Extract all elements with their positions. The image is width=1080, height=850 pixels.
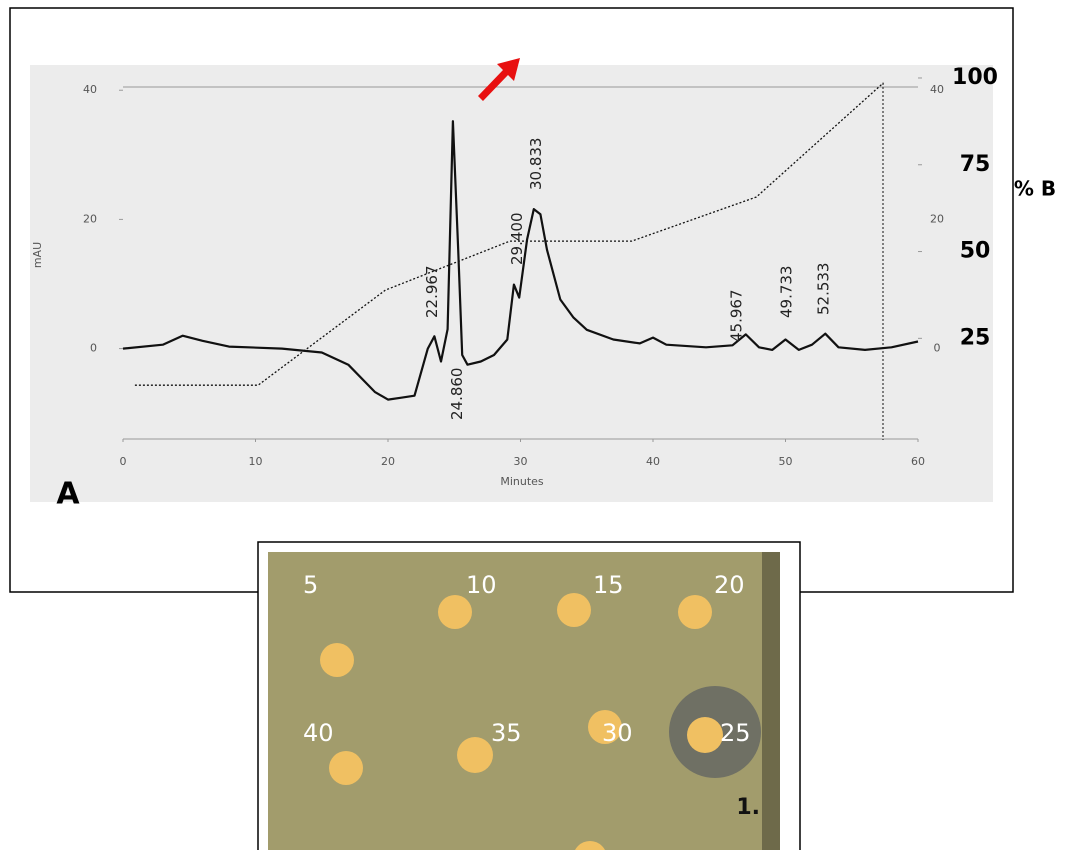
plate-label: 25 [720, 719, 751, 747]
x-tick-label: 50 [779, 455, 793, 468]
x-tick-label: 40 [646, 455, 660, 468]
peak-label: 22.967 [423, 266, 441, 319]
x-tick-label: 0 [120, 455, 127, 468]
x-axis-label: Minutes [500, 475, 544, 488]
y-tick-label-right: 0 [934, 342, 941, 355]
y-tick-label: 20 [83, 212, 97, 225]
plate-label: 35 [491, 719, 522, 747]
colony [438, 595, 472, 629]
page: Minutes mAU % B A 0 10 20 30 40 50 60 0 0 20 20 40 4… [0, 0, 1080, 850]
colony [457, 737, 493, 773]
x-tick-label: 20 [381, 455, 395, 468]
colony [678, 595, 712, 629]
x-tick-label: 10 [249, 455, 263, 468]
peak-label: 30.833 [527, 138, 545, 191]
plate-label: 5 [303, 571, 318, 599]
plate-label: 30 [602, 719, 633, 747]
peak-label: 52.533 [815, 263, 833, 316]
y2-tick-label: 50 [960, 239, 991, 264]
y2-tick-label: 75 [960, 152, 991, 177]
y-tick-label: 40 [83, 83, 97, 96]
peak-label: 24.860 [448, 368, 466, 421]
panel-label: A [56, 477, 80, 512]
y2-tick-label: 100 [952, 65, 998, 90]
x-tick-label: 60 [911, 455, 925, 468]
y2-axis-label: % B [1014, 177, 1056, 201]
figure: Minutes mAU % B A 0 10 20 30 40 50 60 0 0 20 20 40 4… [0, 0, 1080, 850]
peak-label: 49.733 [777, 266, 795, 319]
colony [687, 717, 723, 753]
plate-rim [762, 552, 780, 850]
y-tick-label-right: 20 [930, 212, 944, 225]
colony [320, 643, 354, 677]
y2-tick-label: 25 [960, 325, 991, 350]
y-axis-label: mAU [31, 242, 44, 268]
y-tick-label: 0 [90, 342, 97, 355]
plate-label: 15 [593, 571, 624, 599]
y-tick-label-right: 40 [930, 83, 944, 96]
peak-label: 29.400 [508, 213, 526, 266]
plate-label: 20 [714, 571, 745, 599]
plate-label: 10 [466, 571, 497, 599]
plate-label: 40 [303, 719, 334, 747]
colony [329, 751, 363, 785]
plate-corner-label: 1. [736, 795, 760, 820]
scan-background [30, 65, 993, 502]
peak-label: 45.967 [728, 290, 746, 343]
x-tick-label: 30 [514, 455, 528, 468]
colony [557, 593, 591, 627]
